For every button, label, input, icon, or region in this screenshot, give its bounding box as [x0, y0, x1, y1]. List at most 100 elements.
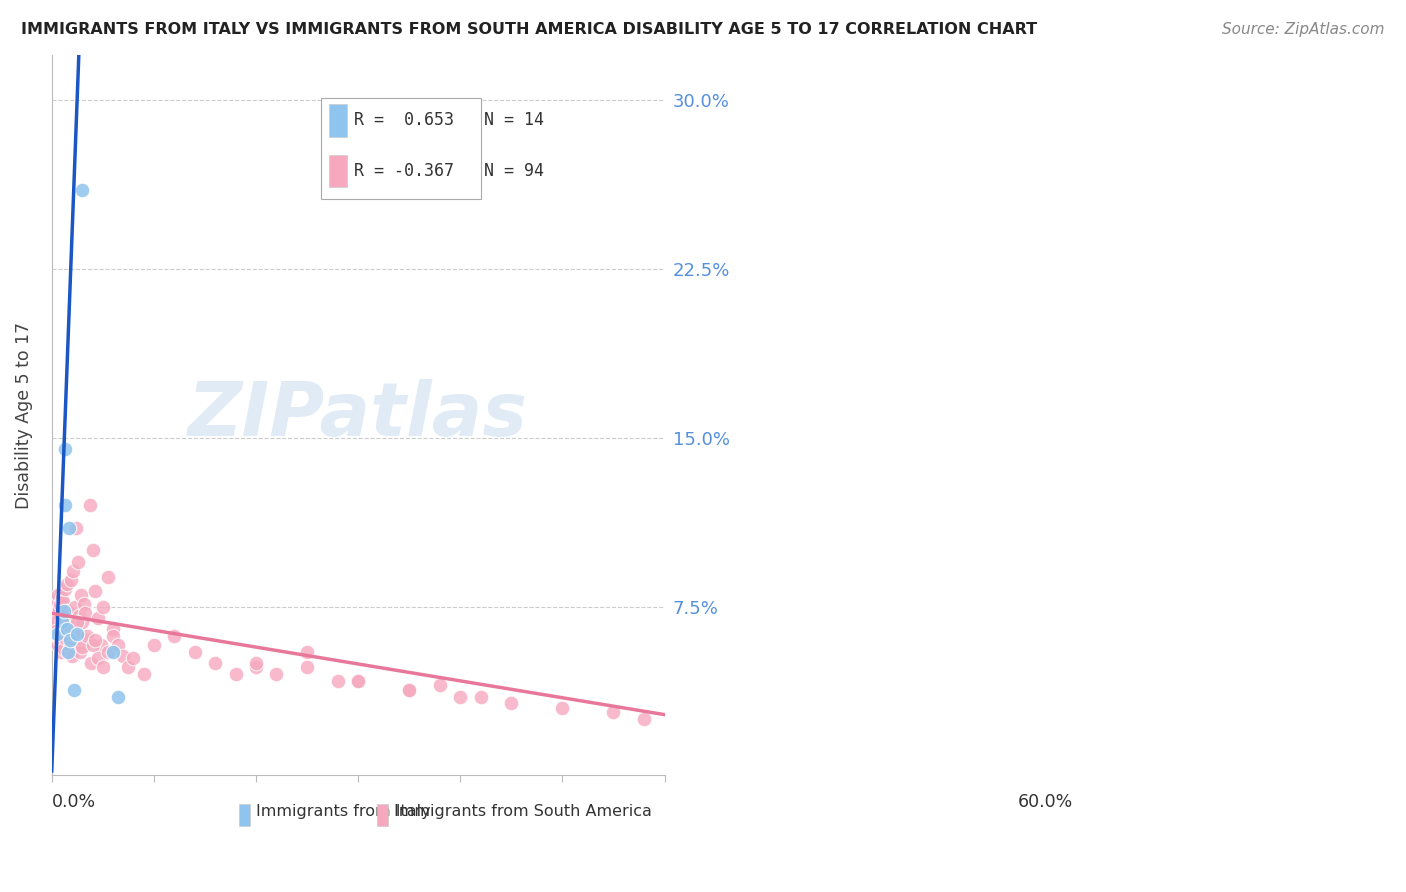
Point: [53, 498, 76, 512]
Point: [49, 633, 72, 648]
Point: [69, 635, 91, 649]
Point: [82, 543, 104, 558]
Point: [46, 638, 69, 652]
Point: [46, 588, 69, 602]
Point: [53, 604, 76, 618]
Point: [79, 656, 101, 670]
Text: IMMIGRANTS FROM ITALY VS IMMIGRANTS FROM SOUTH AMERICA DISABILITY AGE 5 TO 17 CO: IMMIGRANTS FROM ITALY VS IMMIGRANTS FROM…: [21, 22, 1038, 37]
Point: [67, 608, 90, 623]
FancyBboxPatch shape: [322, 98, 481, 199]
Point: [429, 678, 451, 692]
Point: [56, 617, 79, 632]
Point: [59, 613, 82, 627]
Point: [72, 615, 94, 630]
Point: [633, 712, 655, 726]
Point: [90, 638, 112, 652]
Point: [97, 645, 120, 659]
Point: [266, 667, 288, 681]
Point: [86, 651, 108, 665]
Point: [398, 682, 420, 697]
Point: [56, 622, 79, 636]
Point: [72, 640, 94, 654]
Point: [65, 599, 87, 614]
Point: [204, 656, 226, 670]
Point: [245, 656, 267, 670]
Point: [101, 629, 124, 643]
Point: [245, 660, 267, 674]
Point: [45, 624, 67, 639]
Point: [56, 645, 79, 659]
Point: [69, 645, 91, 659]
Point: [58, 521, 80, 535]
Point: [51, 624, 73, 639]
Point: [97, 570, 120, 584]
Point: [112, 649, 135, 664]
Point: [60, 645, 83, 659]
Bar: [239, 805, 250, 826]
Point: [132, 667, 155, 681]
Point: [48, 626, 70, 640]
Point: [117, 660, 139, 674]
Y-axis label: Disability Age 5 to 17: Disability Age 5 to 17: [15, 322, 32, 508]
Point: [602, 706, 624, 720]
Point: [51, 615, 73, 630]
Point: [59, 633, 82, 648]
Point: [76, 629, 98, 643]
Point: [44, 615, 66, 630]
Point: [79, 498, 101, 512]
Point: [83, 633, 105, 648]
Point: [295, 645, 318, 659]
Point: [347, 673, 370, 688]
Point: [60, 573, 83, 587]
Point: [53, 631, 76, 645]
Point: [86, 611, 108, 625]
Point: [122, 651, 145, 665]
Point: [49, 645, 72, 659]
Point: [42, 599, 65, 614]
Point: [63, 617, 86, 632]
Point: [63, 626, 86, 640]
Bar: [329, 154, 347, 187]
Point: [59, 640, 82, 654]
Point: [48, 602, 70, 616]
Point: [83, 583, 105, 598]
Point: [49, 598, 72, 612]
Point: [107, 638, 129, 652]
Text: Source: ZipAtlas.com: Source: ZipAtlas.com: [1222, 22, 1385, 37]
Point: [67, 555, 90, 569]
Point: [551, 701, 574, 715]
Text: 60.0%: 60.0%: [1018, 793, 1073, 812]
Bar: [377, 805, 388, 826]
Point: [66, 615, 89, 630]
Point: [45, 607, 67, 621]
Point: [66, 626, 89, 640]
Point: [398, 682, 420, 697]
Point: [65, 521, 87, 535]
Point: [60, 649, 83, 664]
Point: [142, 638, 165, 652]
Point: [45, 626, 67, 640]
Point: [326, 673, 349, 688]
Point: [52, 595, 75, 609]
Point: [56, 604, 79, 618]
Point: [91, 660, 114, 674]
Point: [51, 591, 73, 605]
Point: [53, 582, 76, 596]
Text: Immigrants from South America: Immigrants from South America: [394, 804, 651, 819]
Point: [72, 183, 94, 197]
Point: [101, 622, 124, 636]
Point: [449, 690, 471, 704]
Point: [76, 633, 98, 648]
Bar: [329, 104, 347, 136]
Text: R = -0.367   N = 94: R = -0.367 N = 94: [354, 161, 544, 180]
Point: [163, 629, 186, 643]
Point: [45, 592, 67, 607]
Point: [52, 635, 75, 649]
Point: [53, 635, 76, 649]
Point: [66, 626, 89, 640]
Point: [56, 577, 79, 591]
Text: R =  0.653   N = 14: R = 0.653 N = 14: [354, 112, 544, 129]
Point: [225, 667, 247, 681]
Point: [101, 645, 124, 659]
Point: [70, 588, 93, 602]
